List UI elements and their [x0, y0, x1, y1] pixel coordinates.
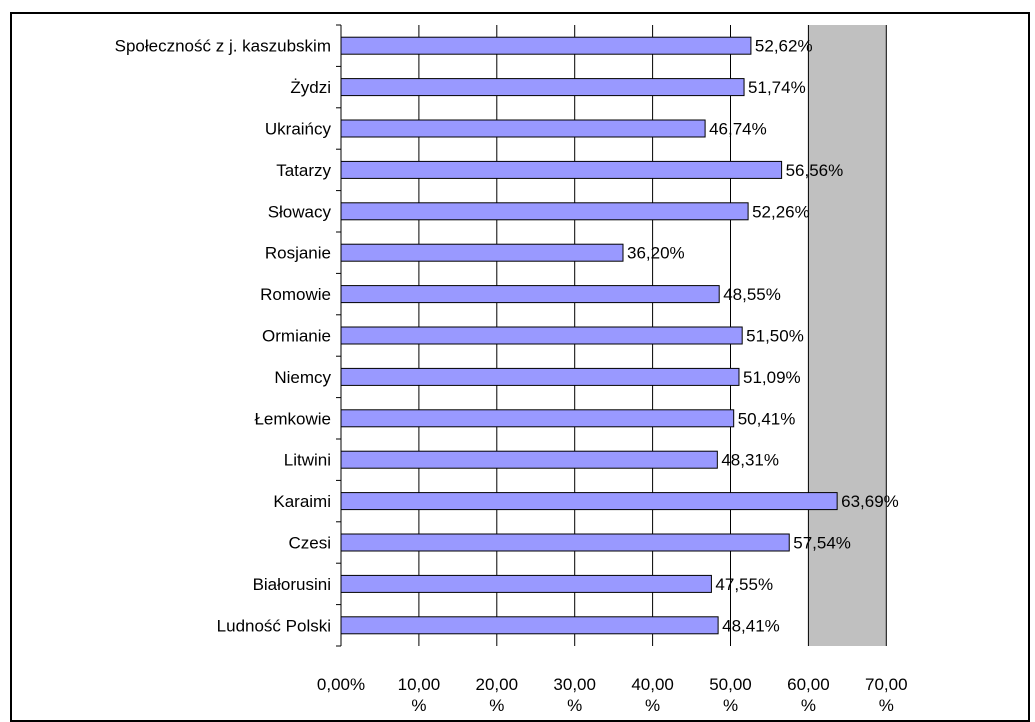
- bar: [340, 36, 752, 55]
- bar: [340, 450, 718, 469]
- x-tick-label-unit: %: [567, 696, 582, 713]
- bar: [340, 78, 745, 97]
- x-tick-label-unit: %: [879, 696, 894, 713]
- bar: [340, 367, 740, 386]
- bar: [340, 119, 706, 138]
- category-label: Białorusini: [253, 575, 331, 594]
- x-tick-label: 30,00: [553, 675, 596, 694]
- category-label: Tatarzy: [276, 161, 331, 180]
- axes: [336, 24, 342, 647]
- bar: [340, 243, 624, 262]
- bar: [340, 616, 719, 635]
- bar: [340, 160, 783, 179]
- category-label: Litwini: [284, 451, 331, 470]
- value-label: 48,31%: [721, 451, 779, 470]
- bar: [340, 202, 749, 221]
- plot-shaded-region: [808, 25, 887, 646]
- category-label: Karaimi: [273, 492, 331, 511]
- value-label: 51,74%: [748, 78, 806, 97]
- category-label: Romowie: [260, 285, 331, 304]
- x-tick-label-unit: %: [489, 696, 504, 713]
- category-label: Słowacy: [268, 202, 332, 221]
- labels: Społeczność z j. kaszubskim 52,62% Żydzi 51…: [115, 37, 908, 713]
- category-label: Czesi: [288, 534, 331, 553]
- category-label: Łemkowie: [254, 409, 331, 428]
- value-label: 48,55%: [723, 285, 781, 304]
- category-label: Społeczność z j. kaszubskim: [115, 37, 331, 56]
- value-label: 56,56%: [786, 161, 844, 180]
- bar: [340, 409, 735, 428]
- bar: [340, 492, 838, 511]
- value-label: 48,41%: [722, 616, 780, 635]
- x-tick-label: 70,00: [865, 675, 908, 694]
- bar: [340, 533, 790, 552]
- bars: [340, 36, 838, 635]
- value-label: 46,74%: [709, 120, 767, 139]
- category-label: Niemcy: [274, 368, 331, 387]
- x-tick-label-unit: %: [801, 696, 816, 713]
- value-label: 47,55%: [715, 575, 773, 594]
- x-tick-label: 20,00: [476, 675, 519, 694]
- value-label: 51,09%: [743, 368, 801, 387]
- x-tick-label-unit: %: [723, 696, 738, 713]
- x-tick-label: 10,00: [398, 675, 441, 694]
- x-tick-label-unit: %: [645, 696, 660, 713]
- value-label: 63,69%: [841, 492, 899, 511]
- bar: [340, 574, 712, 593]
- category-label: Ludność Polski: [217, 616, 331, 635]
- category-label: Ormianie: [262, 327, 331, 346]
- x-tick-label: 60,00: [787, 675, 830, 694]
- category-label: Żydzi: [290, 78, 331, 97]
- value-label: 52,26%: [752, 202, 810, 221]
- category-label: Ukraińcy: [265, 120, 332, 139]
- bar: [340, 326, 743, 345]
- value-label: 57,54%: [793, 534, 851, 553]
- x-tick-label-unit: %: [411, 696, 426, 713]
- bar: [340, 285, 720, 304]
- x-tick-label: 50,00: [709, 675, 752, 694]
- x-tick-label: 0,00%: [317, 675, 365, 694]
- value-label: 50,41%: [738, 409, 796, 428]
- value-label: 51,50%: [746, 327, 804, 346]
- value-label: 36,20%: [627, 244, 685, 263]
- value-label: 52,62%: [755, 37, 813, 56]
- category-label: Rosjanie: [265, 244, 331, 263]
- x-tick-label: 40,00: [631, 675, 674, 694]
